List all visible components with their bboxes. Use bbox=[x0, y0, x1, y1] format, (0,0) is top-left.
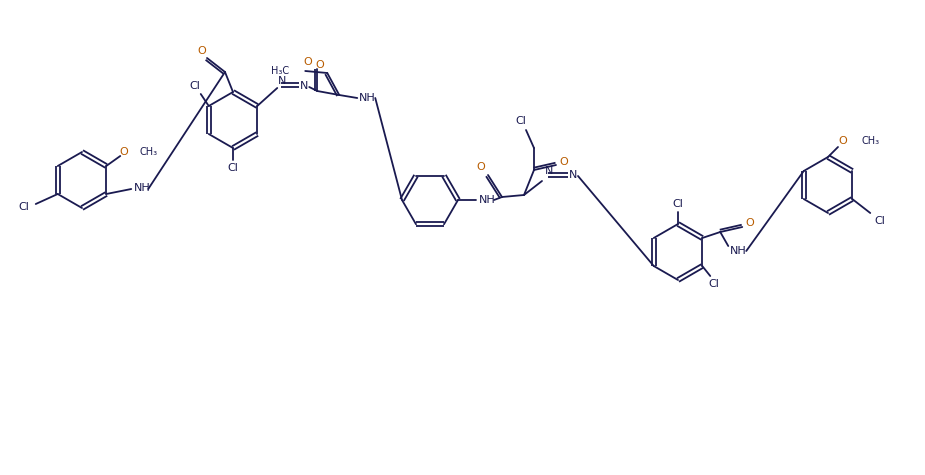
Text: CH₃: CH₃ bbox=[861, 136, 879, 146]
Text: H₃C: H₃C bbox=[271, 66, 290, 76]
Text: Cl: Cl bbox=[228, 163, 239, 173]
Text: Cl: Cl bbox=[18, 202, 30, 212]
Text: Cl: Cl bbox=[875, 216, 885, 226]
Text: O: O bbox=[120, 147, 129, 157]
Text: O: O bbox=[476, 162, 486, 172]
Text: N: N bbox=[545, 166, 553, 176]
Text: N: N bbox=[278, 76, 287, 86]
Text: O: O bbox=[839, 136, 847, 146]
Text: N: N bbox=[300, 81, 308, 91]
Text: O: O bbox=[746, 218, 755, 228]
Text: NH: NH bbox=[359, 93, 376, 103]
Text: O: O bbox=[560, 157, 568, 167]
Text: O: O bbox=[304, 57, 313, 67]
Text: Cl: Cl bbox=[190, 81, 200, 91]
Text: Cl: Cl bbox=[515, 116, 526, 126]
Text: CH₃: CH₃ bbox=[140, 147, 157, 157]
Text: O: O bbox=[315, 60, 325, 70]
Text: O: O bbox=[198, 46, 206, 56]
Text: NH: NH bbox=[134, 183, 151, 193]
Text: Cl: Cl bbox=[709, 279, 720, 289]
Text: N: N bbox=[569, 170, 577, 180]
Text: NH: NH bbox=[478, 195, 496, 205]
Text: Cl: Cl bbox=[672, 199, 684, 209]
Text: NH: NH bbox=[730, 246, 746, 256]
